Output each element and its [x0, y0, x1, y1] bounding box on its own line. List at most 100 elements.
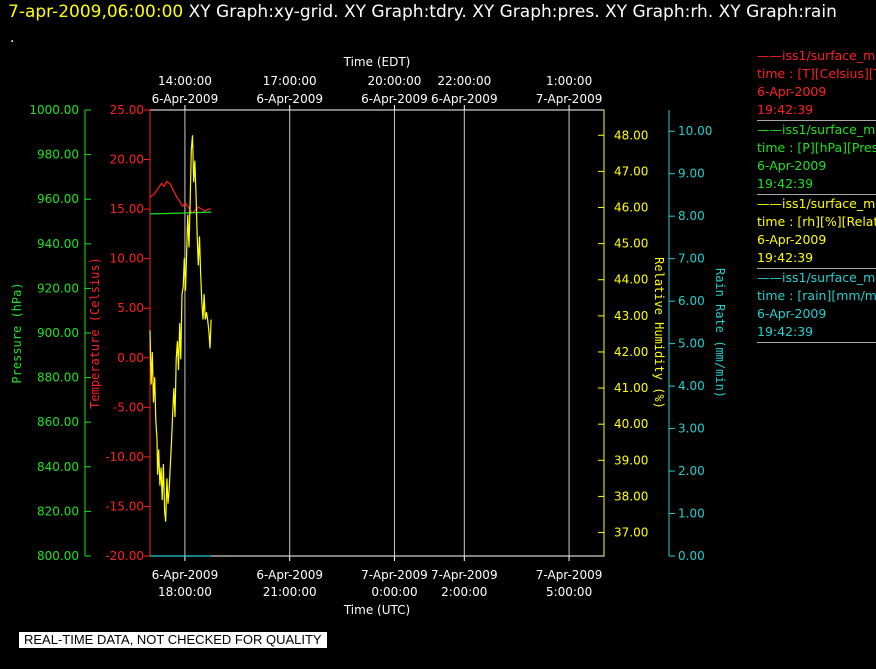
quality-note: REAL-TIME DATA, NOT CHECKED FOR QUALITY: [19, 632, 327, 648]
pressure-tick-label: 820.00: [37, 504, 79, 518]
x-top-tick-label-time: 20:00:00: [368, 74, 422, 88]
legend-time: 19:42:39: [757, 102, 814, 117]
humidity-tick-label: 38.00: [614, 489, 648, 503]
humidity-tick-label: 48.00: [614, 128, 648, 142]
title-graph-4: XY Graph:rh.: [605, 2, 714, 22]
rain-tick-label: 6.00: [678, 294, 705, 308]
title-graph-5: XY Graph:rain: [718, 2, 837, 22]
legend-field: time : [rh][%][Relative Humidity]: [757, 214, 876, 229]
temperature-tick-label: -10.00: [105, 450, 144, 464]
rain-tick-label: 2.00: [678, 464, 705, 478]
window-title: 7-apr-2009,06:00:00 XY Graph:xy-grid. XY…: [8, 2, 837, 22]
plot-frame: [149, 109, 605, 557]
x-top-tick-label-time: 14:00:00: [158, 74, 212, 88]
x-tick-label-date: 7-Apr-2009: [431, 568, 498, 582]
legend-date: 6-Apr-2009: [757, 84, 827, 99]
pressure-tick-label: 920.00: [37, 281, 79, 295]
series-pressure: [149, 211, 212, 215]
temperature-tick-label: -5.00: [113, 400, 144, 414]
pressure-axis-title: Pressure (hPa): [10, 282, 24, 383]
legend-date: 6-Apr-2009: [757, 306, 827, 321]
temperature-tick-label: 25.00: [110, 103, 144, 117]
x-tick-label-time: 18:00:00: [158, 585, 212, 599]
legend-field: time : [T][Celsius][Temperature]: [757, 66, 876, 81]
humidity-tick-label: 40.00: [614, 417, 648, 431]
legend-field: time : [P][hPa][Pressure]: [757, 140, 876, 155]
humidity-tick-label: 44.00: [614, 273, 648, 287]
title-graph-1: XY Graph:xy-grid.: [188, 2, 339, 22]
legend-field: time : [rain][mm/min][Rain Rate]: [757, 288, 876, 303]
humidity-tick-label: 42.00: [614, 345, 648, 359]
legend-source: ——iss1/surface_met: [757, 196, 876, 211]
x-tick-label-date: 6-Apr-2009: [256, 568, 323, 582]
pressure-tick-label: 800.00: [37, 549, 79, 563]
humidity-tick-label: 43.00: [614, 309, 648, 323]
rain-tick-label: 10.00: [678, 124, 712, 138]
x-tick-label-time: 2:00:00: [441, 585, 487, 599]
x-tick-label-time: 5:00:00: [546, 585, 592, 599]
x-tick-label-date: 6-Apr-2009: [152, 568, 219, 582]
humidity-tick-label: 46.00: [614, 201, 648, 215]
x-top-tick-label-time: 22:00:00: [437, 74, 491, 88]
pressure-tick-label: 1000.00: [29, 103, 79, 117]
temperature-tick-label: 20.00: [110, 153, 144, 167]
rain-tick-label: 0.00: [678, 549, 705, 563]
humidity-tick-label: 37.00: [614, 526, 648, 540]
legend-source: ——iss1/surface_met: [757, 122, 876, 137]
series-humidity: [149, 135, 212, 522]
humidity-axis-title: Relative Humidity (%): [652, 257, 666, 409]
pressure-tick-label: 860.00: [37, 415, 79, 429]
status-dot: .: [10, 30, 15, 46]
x-tick-label-date: 7-Apr-2009: [536, 568, 603, 582]
pressure-tick-label: 880.00: [37, 371, 79, 385]
rain-tick-label: 8.00: [678, 209, 705, 223]
temperature-tick-label: 15.00: [110, 202, 144, 216]
pressure-tick-label: 840.00: [37, 460, 79, 474]
temperature-tick-label: 5.00: [117, 301, 144, 315]
rain-tick-label: 9.00: [678, 167, 705, 181]
humidity-tick-label: 47.00: [614, 164, 648, 178]
temperature-tick-label: -20.00: [105, 549, 144, 563]
series-temperature: [149, 180, 212, 215]
rain-tick-label: 3.00: [678, 422, 705, 436]
x-top-tick-label-date: 6-Apr-2009: [152, 92, 219, 106]
rain-tick-label: 1.00: [678, 507, 705, 521]
legend-time: 19:42:39: [757, 324, 814, 339]
x-top-tick-label-date: 6-Apr-2009: [431, 92, 498, 106]
x-top-tick-label-date: 7-Apr-2009: [536, 92, 603, 106]
rain-tick-label: 4.00: [678, 379, 705, 393]
temperature-tick-label: 10.00: [110, 252, 144, 266]
temperature-axis-title: Temperature (Celsius): [88, 257, 102, 409]
title-datetime: 7-apr-2009,06:00:00: [8, 2, 184, 22]
humidity-tick-label: 45.00: [614, 237, 648, 251]
x-axis-title-bottom: Time (UTC): [343, 603, 410, 617]
legend-time: 19:42:39: [757, 176, 814, 191]
x-axis-title-top: Time (EDT): [343, 55, 411, 69]
pressure-tick-label: 940.00: [37, 237, 79, 251]
temperature-tick-label: -15.00: [105, 499, 144, 513]
humidity-tick-label: 41.00: [614, 381, 648, 395]
legend-time: 19:42:39: [757, 250, 814, 265]
legend-date: 6-Apr-2009: [757, 158, 827, 173]
x-top-tick-label-date: 6-Apr-2009: [256, 92, 323, 106]
legend-source: ——iss1/surface_met: [757, 270, 876, 285]
humidity-tick-label: 39.00: [614, 453, 648, 467]
pressure-tick-label: 980.00: [37, 148, 79, 162]
x-top-tick-label-time: 1:00:00: [546, 74, 592, 88]
title-graph-2: XY Graph:tdry.: [344, 2, 467, 22]
x-tick-label-time: 0:00:00: [371, 585, 417, 599]
rain-tick-label: 5.00: [678, 337, 705, 351]
temperature-tick-label: 0.00: [117, 351, 144, 365]
x-top-tick-label-date: 6-Apr-2009: [361, 92, 428, 106]
title-graph-3: XY Graph:pres.: [472, 2, 600, 22]
x-top-tick-label-time: 17:00:00: [263, 74, 317, 88]
x-tick-label-time: 21:00:00: [263, 585, 317, 599]
legend-source: ——iss1/surface_met: [757, 48, 876, 63]
rain-tick-label: 7.00: [678, 252, 705, 266]
